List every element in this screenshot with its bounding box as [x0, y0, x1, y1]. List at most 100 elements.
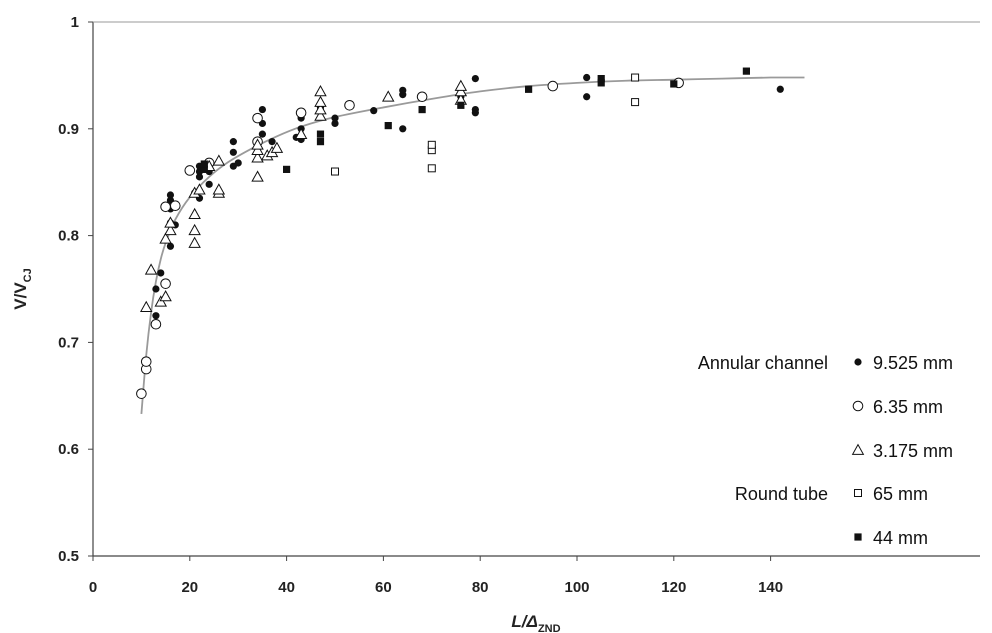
data-point: [384, 121, 392, 130]
data-point: [525, 85, 533, 93]
legend-group-label: Round tube: [735, 484, 828, 504]
data-point: [314, 84, 327, 97]
data-point: [631, 98, 640, 107]
data-point: [294, 127, 308, 139]
y-tick-label: 0.8: [58, 228, 79, 245]
y-tick-label: 1: [71, 14, 79, 31]
x-axis-title-main: L/Δ: [511, 612, 538, 631]
legend: 9.525 mm 6.35 mm 3.175 mm 65 mm 44 mm Annular…: [698, 353, 953, 548]
data-point: [416, 91, 428, 103]
x-axis-title-sub: ZND: [538, 623, 561, 633]
data-point: [471, 75, 479, 83]
data-point: [140, 356, 152, 367]
y-tick-label: 0.6: [58, 441, 79, 458]
data-point: [399, 125, 407, 133]
data-point: [159, 232, 172, 244]
data-point: [583, 73, 591, 82]
data-point: [251, 151, 264, 163]
data-point: [152, 312, 160, 320]
x-tick-label: 100: [564, 579, 589, 596]
data-point: [316, 130, 325, 138]
data-point: [152, 285, 160, 293]
data-point: [169, 200, 181, 211]
data-point: [331, 119, 339, 128]
data-point: [229, 138, 237, 146]
y-tick-label: 0.5: [58, 548, 79, 565]
data-point: [184, 165, 196, 176]
data-point: [547, 80, 559, 92]
data-point: [670, 80, 678, 88]
data-point: [164, 223, 177, 236]
data-point: [251, 170, 264, 182]
x-tick-label: 20: [181, 579, 198, 596]
axis-ticks: 0 20 40 60 80 100 120 140 0.5 0.6 0.7 0.8 0.9 1: [58, 14, 783, 596]
legend-marker: [851, 443, 865, 455]
data-point: [295, 107, 307, 119]
data-point: [229, 148, 237, 156]
axes: [92, 21, 980, 557]
data-point: [454, 79, 468, 91]
legend-entry-label: 6.35 mm: [873, 397, 943, 417]
data-point: [258, 130, 266, 138]
data-point: [344, 100, 355, 111]
data-point: [160, 278, 171, 289]
data-point: [200, 160, 208, 168]
data-point: [597, 75, 605, 83]
data-point: [270, 141, 284, 153]
data-point: [144, 263, 158, 275]
legend-marker: [854, 489, 862, 497]
data-point: [160, 201, 171, 213]
data-point: [139, 300, 153, 312]
data-point: [150, 318, 162, 330]
data-point: [188, 223, 201, 236]
legend-entry-label: 44 mm: [873, 528, 928, 548]
data-point: [331, 167, 339, 176]
data-point: [631, 73, 640, 82]
data-point: [212, 154, 226, 166]
data-point: [258, 105, 266, 114]
y-axis-title: V/VCJ: [11, 268, 34, 309]
data-point: [399, 86, 407, 94]
data-point: [597, 79, 605, 87]
data-point: [159, 290, 172, 302]
data-point: [427, 164, 436, 173]
fit-curve-group: [140, 76, 805, 415]
y-axis-title-main: V/V: [11, 282, 30, 310]
data-point: [136, 388, 147, 399]
data-point: [164, 216, 177, 228]
data-point: [742, 67, 750, 75]
data-point: [234, 159, 242, 167]
legend-group-label: Annular channel: [698, 353, 828, 373]
data-point: [268, 138, 276, 146]
data-point: [457, 101, 465, 109]
x-tick-label: 80: [472, 579, 489, 596]
data-point: [166, 242, 175, 250]
y-axis-title-sub: CJ: [22, 268, 34, 282]
data-point: [188, 207, 201, 220]
legend-marker: [852, 400, 864, 412]
data-point: [166, 191, 175, 199]
data-point: [418, 105, 426, 114]
legend-entry-label: 65 mm: [873, 484, 928, 504]
x-tick-label: 40: [278, 579, 295, 596]
y-tick-label: 0.7: [58, 334, 79, 351]
data-point: [157, 269, 165, 277]
data-point: [195, 173, 204, 181]
data-point: [188, 236, 201, 248]
legend-entry-label: 3.175 mm: [873, 441, 953, 461]
x-tick-label: 120: [661, 579, 686, 596]
series-filled-square: [200, 67, 750, 173]
data-point: [776, 85, 784, 93]
x-axis-title: L/ΔZND: [511, 612, 560, 633]
data-point: [251, 138, 264, 150]
data-point: [370, 107, 378, 115]
data-point: [212, 183, 226, 195]
data-point: [314, 95, 327, 107]
data-point: [314, 103, 327, 115]
data-point: [427, 140, 436, 149]
data-point: [200, 165, 208, 173]
series-filled-circle: [152, 73, 784, 320]
data-point: [205, 180, 213, 188]
series-open-triangle: [139, 79, 468, 312]
